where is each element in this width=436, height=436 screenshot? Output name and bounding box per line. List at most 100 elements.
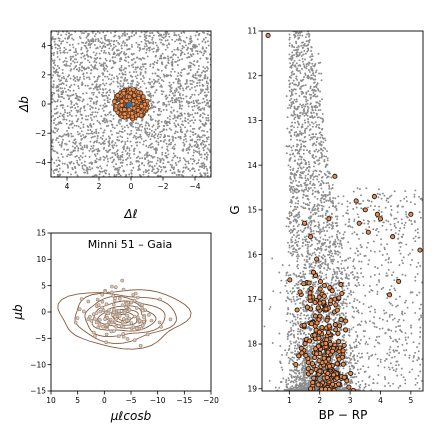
field-star — [185, 87, 188, 90]
field-star — [137, 155, 140, 158]
field-star — [70, 173, 72, 176]
field-star — [89, 108, 92, 110]
field-star — [118, 52, 121, 55]
field-star — [128, 152, 131, 155]
field-star — [152, 135, 155, 138]
field-star — [166, 145, 169, 148]
field-star — [202, 112, 204, 115]
cmd-field-star — [317, 163, 320, 166]
field-star — [57, 44, 60, 47]
cmd-field-star — [376, 382, 379, 385]
field-star — [192, 158, 194, 161]
field-star — [113, 144, 116, 147]
field-star — [111, 161, 114, 164]
field-star — [192, 100, 195, 102]
field-star — [181, 47, 184, 50]
field-star — [56, 111, 59, 114]
field-star — [181, 131, 184, 134]
field-star — [56, 130, 59, 132]
field-star — [151, 170, 154, 173]
field-star — [81, 156, 84, 159]
field-star — [99, 136, 102, 139]
field-star — [168, 94, 171, 97]
field-star — [88, 43, 91, 46]
field-star — [178, 94, 181, 97]
pm-star — [124, 318, 129, 323]
field-star — [170, 83, 173, 86]
pm-star — [79, 297, 84, 301]
field-star — [146, 39, 149, 42]
field-star — [143, 57, 146, 60]
field-star — [81, 81, 84, 84]
field-star — [189, 88, 192, 91]
field-star — [76, 78, 79, 81]
cmd-field-star — [356, 324, 359, 326]
field-star — [119, 80, 122, 83]
pm-star — [120, 303, 125, 308]
field-star — [88, 155, 91, 158]
cmd-field-star — [383, 366, 386, 369]
field-star — [191, 139, 194, 142]
field-star — [74, 49, 77, 52]
field-star — [66, 60, 68, 63]
field-star — [184, 135, 187, 137]
cmd-field-star — [342, 312, 344, 315]
field-star — [202, 38, 205, 41]
field-star — [140, 162, 143, 165]
cmd-field-star — [328, 268, 331, 270]
cmd-field-star — [287, 145, 289, 148]
field-star — [65, 33, 68, 36]
field-star — [82, 123, 85, 126]
field-star — [74, 77, 77, 79]
field-star — [62, 138, 64, 141]
field-star — [131, 122, 133, 125]
field-star — [60, 144, 63, 147]
cmd-field-star — [385, 311, 388, 314]
field-star — [59, 121, 62, 123]
field-star — [112, 80, 115, 83]
field-star — [173, 70, 176, 73]
cmd-field-star — [269, 305, 272, 308]
field-star — [187, 167, 190, 170]
cmd-field-star — [309, 97, 312, 100]
field-star — [110, 39, 113, 42]
cmd-field-star — [342, 336, 345, 339]
field-star — [180, 32, 183, 34]
cmd-field-star — [401, 236, 404, 238]
field-star — [151, 32, 154, 34]
field-star — [81, 167, 84, 170]
cmd-field-star — [320, 247, 323, 250]
cmd-field-star — [383, 312, 386, 315]
field-star — [126, 163, 128, 166]
cmd-field-star — [399, 245, 402, 248]
field-star — [58, 83, 61, 86]
field-star — [83, 109, 86, 112]
field-star — [133, 34, 136, 37]
field-star — [123, 51, 126, 54]
cmd-field-star — [312, 91, 315, 94]
field-star — [145, 45, 148, 48]
cmd-field-star — [328, 187, 331, 190]
field-star — [116, 124, 118, 127]
cmd-field-star — [309, 87, 312, 90]
cmd-field-star — [357, 352, 360, 355]
field-star — [175, 89, 178, 91]
field-star — [120, 161, 123, 164]
pm-star — [136, 295, 140, 300]
cmd-field-star — [294, 248, 297, 251]
cmd-field-star — [363, 371, 366, 373]
pm-star — [122, 310, 127, 315]
field-star — [97, 131, 100, 134]
field-star — [99, 104, 102, 107]
field-star — [76, 159, 79, 162]
field-star — [156, 59, 159, 62]
field-star — [166, 39, 169, 42]
field-star — [74, 171, 77, 174]
field-star — [111, 151, 114, 154]
field-star — [149, 100, 152, 102]
field-star — [121, 72, 124, 75]
density-contour — [111, 311, 135, 324]
field-star — [189, 135, 192, 138]
cmd-field-star — [304, 159, 307, 162]
field-star — [202, 147, 205, 149]
